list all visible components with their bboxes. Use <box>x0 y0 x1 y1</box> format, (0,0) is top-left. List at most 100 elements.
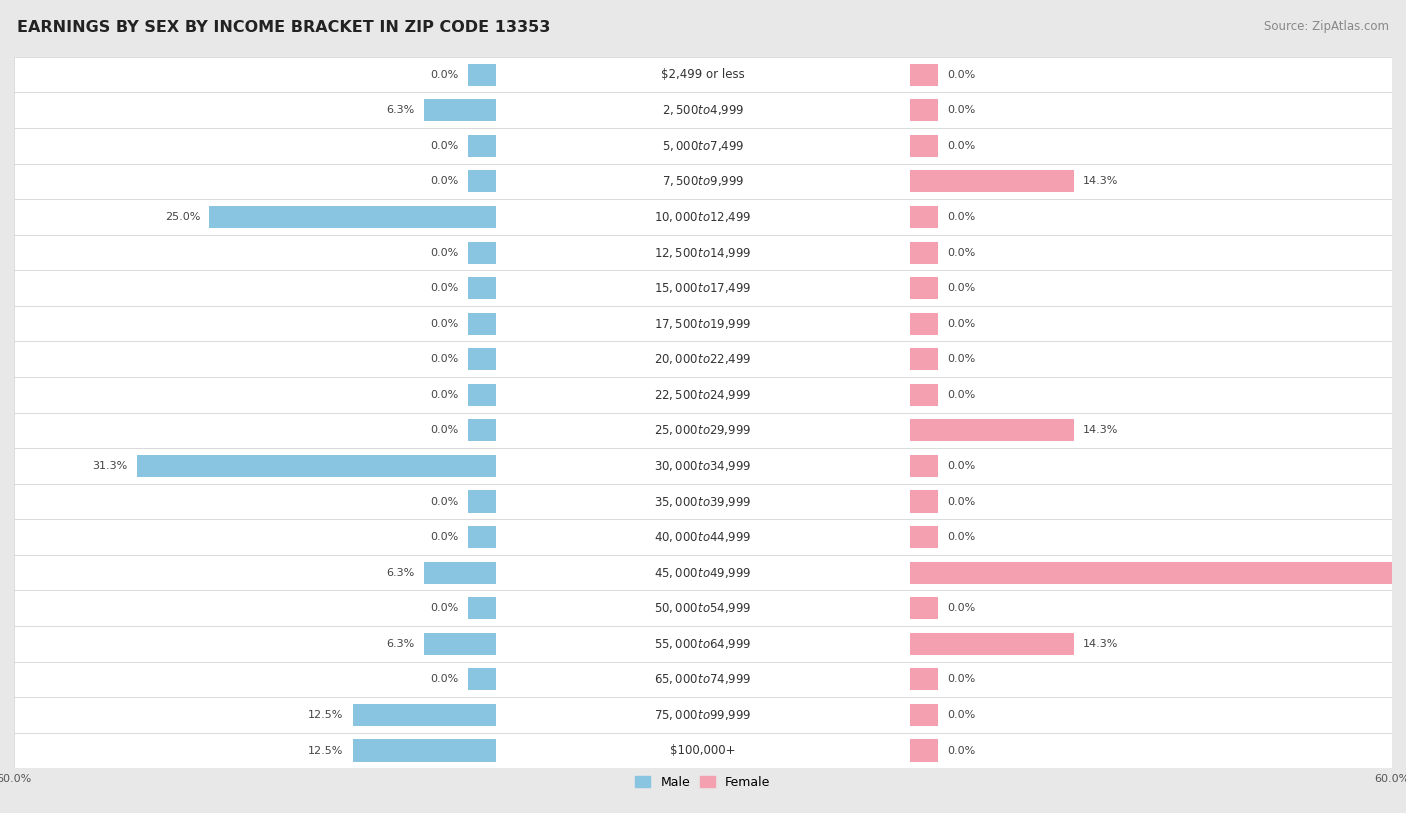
Text: 0.0%: 0.0% <box>948 532 976 542</box>
Text: 0.0%: 0.0% <box>948 674 976 685</box>
Bar <box>910 598 938 620</box>
Bar <box>14 590 1392 626</box>
Text: 0.0%: 0.0% <box>948 461 976 471</box>
Bar <box>425 99 496 121</box>
Text: $100,000+: $100,000+ <box>671 744 735 757</box>
Bar <box>468 348 496 370</box>
Text: 0.0%: 0.0% <box>948 212 976 222</box>
Text: 0.0%: 0.0% <box>430 70 458 80</box>
Bar <box>910 490 938 512</box>
Text: 0.0%: 0.0% <box>948 710 976 720</box>
Bar <box>425 633 496 654</box>
Text: 0.0%: 0.0% <box>948 746 976 755</box>
Bar <box>468 526 496 548</box>
Bar <box>910 526 938 548</box>
Text: 0.0%: 0.0% <box>948 603 976 613</box>
Text: 0.0%: 0.0% <box>430 141 458 151</box>
Bar <box>14 412 1392 448</box>
Bar <box>468 490 496 512</box>
Text: $22,500 to $24,999: $22,500 to $24,999 <box>654 388 752 402</box>
Bar <box>910 562 1406 584</box>
Bar <box>14 235 1392 270</box>
Bar <box>468 668 496 690</box>
Text: 0.0%: 0.0% <box>430 319 458 328</box>
Text: 0.0%: 0.0% <box>948 70 976 80</box>
Text: $75,000 to $99,999: $75,000 to $99,999 <box>654 708 752 722</box>
Bar <box>14 662 1392 697</box>
Bar <box>14 163 1392 199</box>
Text: 0.0%: 0.0% <box>948 319 976 328</box>
Bar <box>353 704 496 726</box>
Bar <box>14 554 1392 590</box>
Text: 6.3%: 6.3% <box>387 639 415 649</box>
Bar <box>910 704 938 726</box>
Bar <box>468 171 496 193</box>
Bar <box>14 341 1392 377</box>
Text: 0.0%: 0.0% <box>430 425 458 436</box>
Text: $55,000 to $64,999: $55,000 to $64,999 <box>654 637 752 650</box>
Bar <box>14 626 1392 662</box>
Text: 0.0%: 0.0% <box>948 354 976 364</box>
Text: $10,000 to $12,499: $10,000 to $12,499 <box>654 210 752 224</box>
Text: 14.3%: 14.3% <box>1083 176 1118 186</box>
Text: $7,500 to $9,999: $7,500 to $9,999 <box>662 175 744 189</box>
Bar <box>14 520 1392 554</box>
Bar <box>468 384 496 406</box>
Text: 0.0%: 0.0% <box>948 247 976 258</box>
Bar <box>910 277 938 299</box>
Text: $5,000 to $7,499: $5,000 to $7,499 <box>662 139 744 153</box>
Text: 14.3%: 14.3% <box>1083 425 1118 436</box>
Text: 0.0%: 0.0% <box>948 283 976 293</box>
Bar <box>910 171 1074 193</box>
Bar <box>14 199 1392 235</box>
Text: $25,000 to $29,999: $25,000 to $29,999 <box>654 424 752 437</box>
Text: $50,000 to $54,999: $50,000 to $54,999 <box>654 602 752 615</box>
Bar <box>14 697 1392 733</box>
Text: 0.0%: 0.0% <box>948 141 976 151</box>
Text: $45,000 to $49,999: $45,000 to $49,999 <box>654 566 752 580</box>
Bar <box>468 63 496 85</box>
Bar <box>910 348 938 370</box>
Bar <box>14 128 1392 163</box>
Text: $35,000 to $39,999: $35,000 to $39,999 <box>654 494 752 508</box>
Bar <box>910 206 938 228</box>
Text: 0.0%: 0.0% <box>430 283 458 293</box>
Text: 14.3%: 14.3% <box>1083 639 1118 649</box>
Text: 0.0%: 0.0% <box>948 497 976 506</box>
Text: $65,000 to $74,999: $65,000 to $74,999 <box>654 672 752 686</box>
Text: $2,499 or less: $2,499 or less <box>661 68 745 81</box>
Text: 0.0%: 0.0% <box>430 603 458 613</box>
Text: EARNINGS BY SEX BY INCOME BRACKET IN ZIP CODE 13353: EARNINGS BY SEX BY INCOME BRACKET IN ZIP… <box>17 20 550 35</box>
Bar <box>468 598 496 620</box>
Bar <box>14 57 1392 93</box>
Bar <box>910 99 938 121</box>
Text: 0.0%: 0.0% <box>430 674 458 685</box>
Text: 0.0%: 0.0% <box>430 532 458 542</box>
Bar <box>425 562 496 584</box>
Text: 0.0%: 0.0% <box>430 497 458 506</box>
Text: 6.3%: 6.3% <box>387 105 415 115</box>
Bar <box>136 455 496 477</box>
Bar <box>910 455 938 477</box>
Bar <box>910 384 938 406</box>
Bar <box>14 270 1392 306</box>
Bar <box>910 420 1074 441</box>
Text: Source: ZipAtlas.com: Source: ZipAtlas.com <box>1264 20 1389 33</box>
Bar <box>468 420 496 441</box>
Text: $15,000 to $17,499: $15,000 to $17,499 <box>654 281 752 295</box>
Text: $2,500 to $4,999: $2,500 to $4,999 <box>662 103 744 117</box>
Bar <box>14 733 1392 768</box>
Bar <box>910 313 938 335</box>
Bar <box>468 277 496 299</box>
Text: 0.0%: 0.0% <box>430 389 458 400</box>
Bar <box>910 135 938 157</box>
Text: 31.3%: 31.3% <box>93 461 128 471</box>
Bar <box>209 206 496 228</box>
Bar <box>910 241 938 263</box>
Text: 0.0%: 0.0% <box>948 105 976 115</box>
Text: 0.0%: 0.0% <box>430 176 458 186</box>
Bar <box>910 740 938 762</box>
Bar <box>14 484 1392 520</box>
Bar <box>910 668 938 690</box>
Bar <box>14 93 1392 128</box>
